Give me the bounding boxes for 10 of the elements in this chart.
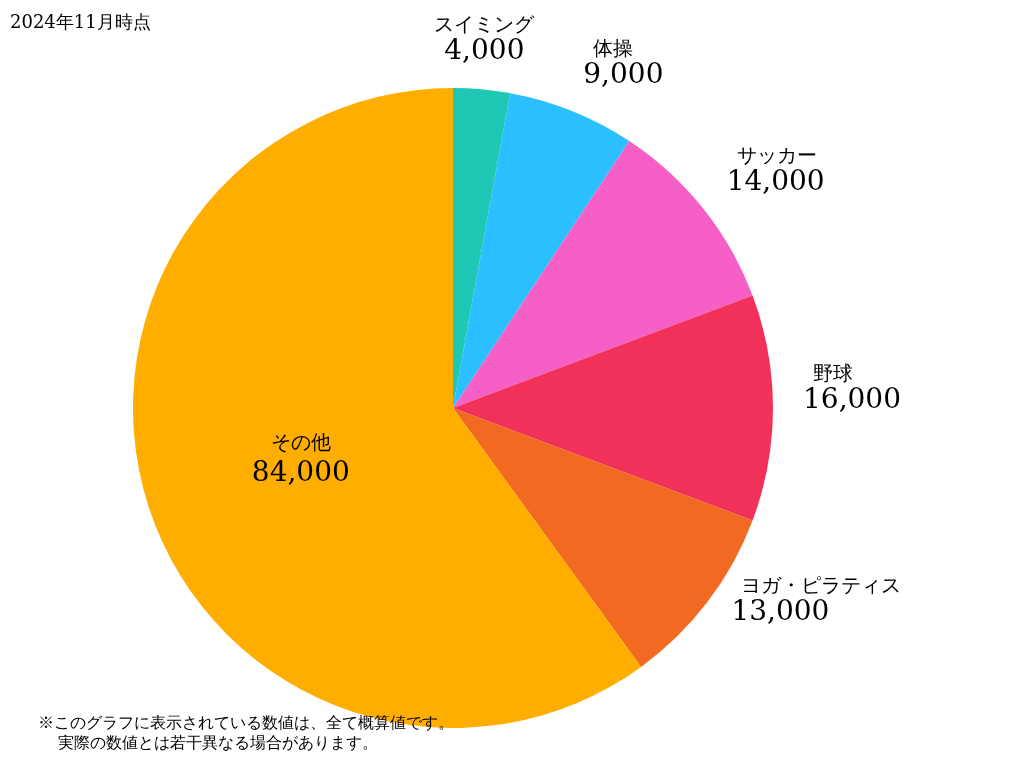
slice-label: その他	[270, 430, 331, 455]
pie-slice	[453, 295, 773, 521]
slice-label: 野球	[813, 361, 853, 385]
chart-title: 2024年11月時点	[10, 11, 151, 32]
pie-slice	[453, 93, 630, 408]
data-label: 84,000	[251, 455, 350, 489]
pie-slice	[453, 88, 511, 408]
text: 実際の数値とは若干異なる場合があります。	[58, 733, 378, 752]
slice-label: サッカー	[736, 142, 817, 167]
data-label: 16,000	[803, 382, 901, 415]
